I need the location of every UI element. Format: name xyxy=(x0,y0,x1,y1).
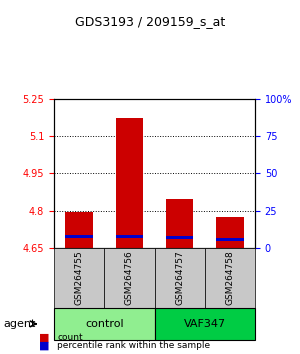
FancyBboxPatch shape xyxy=(154,248,205,308)
FancyBboxPatch shape xyxy=(154,308,255,340)
Text: GSM264758: GSM264758 xyxy=(225,251,234,305)
Bar xyxy=(216,238,244,241)
FancyBboxPatch shape xyxy=(205,248,255,308)
Bar xyxy=(166,200,194,248)
Text: control: control xyxy=(85,319,124,329)
Text: VAF347: VAF347 xyxy=(184,319,226,329)
Text: GSM264756: GSM264756 xyxy=(125,251,134,305)
FancyBboxPatch shape xyxy=(54,308,154,340)
Text: count: count xyxy=(57,333,82,342)
Text: percentile rank within the sample: percentile rank within the sample xyxy=(57,341,210,350)
FancyBboxPatch shape xyxy=(104,248,154,308)
Bar xyxy=(65,212,93,248)
Text: GSM264757: GSM264757 xyxy=(175,251,184,305)
Text: agent: agent xyxy=(3,319,35,329)
Bar xyxy=(116,235,143,238)
Text: ■: ■ xyxy=(39,332,50,342)
Text: ■: ■ xyxy=(39,340,50,350)
Bar xyxy=(166,236,194,239)
Text: GDS3193 / 209159_s_at: GDS3193 / 209159_s_at xyxy=(75,15,225,28)
Bar xyxy=(116,118,143,248)
Text: GSM264755: GSM264755 xyxy=(75,251,84,305)
FancyBboxPatch shape xyxy=(54,248,104,308)
Bar xyxy=(216,217,244,248)
Bar xyxy=(65,235,93,238)
